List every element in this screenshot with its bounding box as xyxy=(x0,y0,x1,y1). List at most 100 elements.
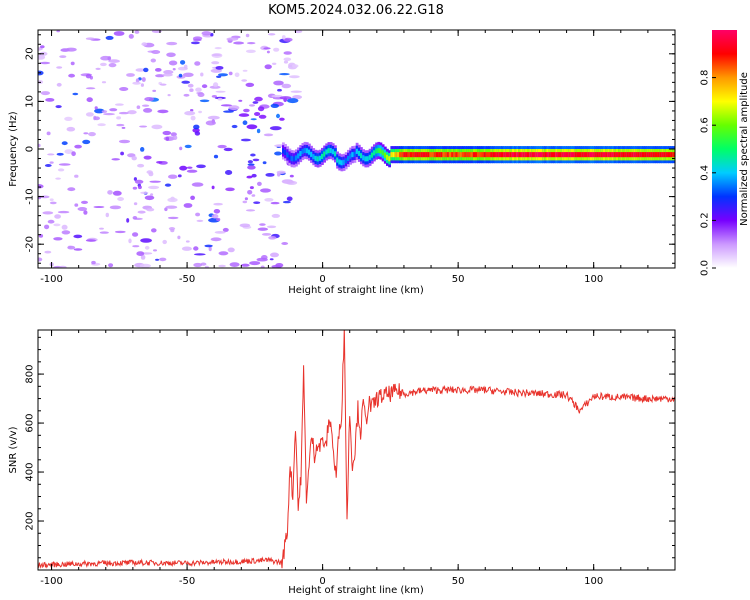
heatmap-cell xyxy=(559,152,563,158)
heatmap-cell xyxy=(88,132,96,137)
heatmap-cell xyxy=(507,152,511,158)
heatmap-cell xyxy=(453,152,457,158)
heatmap-cell xyxy=(353,151,357,157)
heatmap-cell xyxy=(180,60,186,65)
spectrogram-y-tick-label: 0 xyxy=(25,146,36,152)
heatmap-cell xyxy=(155,258,160,261)
heatmap-cell xyxy=(269,126,282,131)
heatmap-cell xyxy=(594,152,597,158)
heatmap-cell xyxy=(336,157,339,163)
heatmap-cell xyxy=(427,152,430,158)
heatmap-cell xyxy=(47,153,55,156)
heatmap-cell xyxy=(357,150,361,156)
heatmap-cell xyxy=(370,152,374,158)
heatmap-cell xyxy=(149,180,161,183)
heatmap-cell xyxy=(131,156,137,161)
heatmap-cell xyxy=(228,105,240,111)
colorbar-tick-label: 0.8 xyxy=(700,70,711,86)
heatmap-cell xyxy=(231,124,238,129)
heatmap-cell xyxy=(199,99,210,103)
heatmap-cell xyxy=(193,253,206,256)
heatmap-cell xyxy=(213,209,221,214)
heatmap-cell xyxy=(167,216,179,220)
heatmap-cell xyxy=(490,152,493,158)
heatmap-cell xyxy=(61,141,68,146)
heatmap-cell xyxy=(533,152,537,158)
colorbar-tick-label: 0.4 xyxy=(700,165,711,181)
heatmap-cell xyxy=(225,170,233,175)
heatmap-cell xyxy=(49,198,54,202)
heatmap-cell xyxy=(107,190,113,195)
heatmap-cell xyxy=(186,166,193,169)
heatmap-cell xyxy=(407,152,411,158)
heatmap-cell xyxy=(94,106,98,110)
heatmap-cell xyxy=(481,152,485,158)
heatmap-cell xyxy=(193,262,203,268)
heatmap-cell xyxy=(85,73,92,79)
spectrogram-x-tick-label: 50 xyxy=(452,274,465,285)
heatmap-cell xyxy=(94,108,105,114)
heatmap-cell xyxy=(168,60,178,66)
heatmap-cell xyxy=(292,156,296,162)
heatmap-cell xyxy=(183,64,188,69)
heatmap-cell xyxy=(283,57,292,62)
heatmap-cell xyxy=(659,152,663,158)
heatmap-cell xyxy=(194,61,201,66)
heatmap-cell xyxy=(239,223,251,228)
colorbar-tick-label: 0.2 xyxy=(700,212,711,228)
heatmap-cell xyxy=(108,59,120,63)
heatmap-cell xyxy=(568,152,571,158)
heatmap-cell xyxy=(670,152,673,158)
heatmap-cell xyxy=(238,113,250,117)
heatmap-cell xyxy=(208,246,212,252)
heatmap-cell xyxy=(281,83,292,89)
heatmap-cell xyxy=(416,152,420,158)
heatmap-cell xyxy=(303,147,307,153)
heatmap-cell xyxy=(581,152,584,158)
heatmap-cell xyxy=(105,212,110,218)
heatmap-cell xyxy=(194,131,201,136)
heatmap-cell xyxy=(435,152,439,158)
snr-x-tick-label: -100 xyxy=(40,576,63,587)
heatmap-cell xyxy=(286,196,293,202)
heatmap-cell xyxy=(126,218,130,223)
heatmap-cell xyxy=(609,152,613,158)
heatmap-cell xyxy=(83,210,88,215)
heatmap-cell xyxy=(511,152,515,158)
heatmap-cell xyxy=(249,186,254,190)
heatmap-cell xyxy=(114,230,126,234)
heatmap-cell xyxy=(570,152,574,158)
heatmap-cell xyxy=(386,154,389,160)
heatmap-cell xyxy=(270,103,279,108)
heatmap-cell xyxy=(420,152,424,158)
heatmap-cell xyxy=(214,47,222,50)
heatmap-cell xyxy=(55,177,61,180)
heatmap-cell xyxy=(61,224,68,230)
heatmap-cell xyxy=(276,170,286,174)
heatmap-cell xyxy=(165,205,178,209)
heatmap-cell xyxy=(548,152,552,158)
spectrogram-y-tick-label: 20 xyxy=(25,47,36,60)
heatmap-cell xyxy=(140,147,145,152)
heatmap-cell xyxy=(186,169,198,173)
heatmap-cell xyxy=(196,219,204,222)
heatmap-cell xyxy=(537,152,541,158)
heatmap-cell xyxy=(585,152,589,158)
heatmap-cell xyxy=(83,132,89,135)
heatmap-cell xyxy=(472,152,476,158)
heatmap-cell xyxy=(405,152,409,158)
heatmap-cell xyxy=(177,235,181,240)
heatmap-cell xyxy=(364,156,368,162)
colorbar-tick-label: 0.0 xyxy=(700,260,711,276)
snr-y-label: SNR (v/v) xyxy=(8,426,19,473)
heatmap-cell xyxy=(211,214,219,219)
heatmap-cell xyxy=(157,109,169,114)
heatmap-cell xyxy=(257,181,262,186)
heatmap-cell xyxy=(204,244,213,248)
heatmap-cell xyxy=(444,152,448,158)
heatmap-cell xyxy=(162,73,173,77)
heatmap-cell xyxy=(137,185,142,190)
heatmap-cell xyxy=(263,47,271,50)
snr-y-tick-label: 800 xyxy=(25,365,36,384)
